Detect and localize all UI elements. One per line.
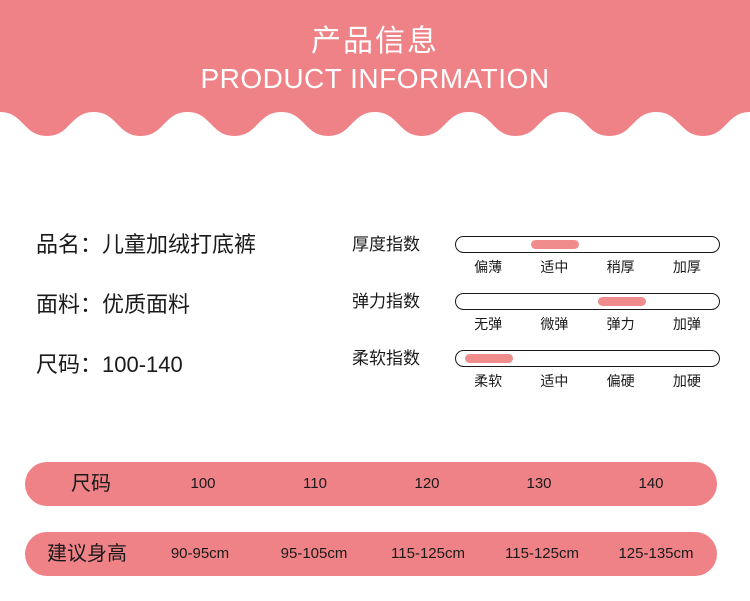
index-tick-softness-0: 柔软 [474, 373, 503, 389]
size-row-label: 尺码 [71, 473, 111, 495]
index-meter-softness: 柔软指数 柔软 适中 偏硬 加硬 [352, 348, 724, 405]
page-header: 产品信息 PRODUCT INFORMATION [0, 0, 750, 136]
height-value-2: 115-125cm [391, 545, 465, 562]
index-meter-group: 厚度指数 偏薄 适中 稍厚 加厚 弹力指数 无弹 微弹 弹力 加弹 柔软指数 柔… [352, 234, 724, 405]
height-row-pill: 建议身高 90-95cm 95-105cm 115-125cm 115-125c… [25, 532, 717, 576]
index-ticks-elasticity: 无弹 微弹 弹力 加弹 [455, 315, 720, 333]
index-tick-elasticity-3: 加弹 [672, 316, 701, 332]
index-tick-thickness-2: 稍厚 [606, 259, 635, 275]
index-track-elasticity[interactable] [455, 293, 720, 310]
index-tick-thickness-3: 加厚 [672, 259, 701, 275]
product-info-name: 品名：儿童加绒打底裤 [36, 232, 257, 257]
size-value-4: 140 [638, 475, 664, 492]
height-value-3: 115-125cm [505, 545, 579, 562]
index-tick-softness-3: 加硬 [672, 373, 701, 389]
size-value-1: 110 [303, 475, 327, 492]
height-row-label: 建议身高 [47, 543, 127, 565]
index-marker-thickness [531, 240, 580, 249]
page-title-en: PRODUCT INFORMATION [200, 63, 550, 94]
height-row-values: 90-95cm 95-105cm 115-125cm 115-125cm 125… [143, 532, 713, 576]
index-label-thickness: 厚度指数 [352, 235, 420, 254]
index-tick-thickness-0: 偏薄 [474, 259, 503, 275]
page-title-cn: 产品信息 [311, 25, 439, 58]
index-tick-thickness-1: 适中 [540, 259, 569, 275]
index-tick-elasticity-0: 无弹 [474, 316, 503, 332]
index-tick-elasticity-1: 微弹 [540, 316, 569, 332]
size-value-0: 100 [190, 475, 216, 492]
height-value-0: 90-95cm [170, 545, 230, 562]
size-value-3: 130 [526, 475, 552, 492]
height-value-4: 125-135cm [618, 545, 694, 562]
index-tick-elasticity-2: 弹力 [606, 316, 635, 332]
product-info-size: 尺码：100-140 [36, 352, 183, 377]
index-marker-softness [465, 354, 514, 363]
index-meter-thickness: 厚度指数 偏薄 适中 稍厚 加厚 [352, 234, 724, 291]
index-label-softness: 柔软指数 [352, 349, 420, 368]
index-ticks-softness: 柔软 适中 偏硬 加硬 [455, 372, 720, 390]
header-wave-decoration [0, 110, 750, 136]
header-title-group: 产品信息 PRODUCT INFORMATION [0, 0, 750, 96]
size-value-2: 120 [414, 475, 440, 492]
index-tick-softness-2: 偏硬 [606, 373, 635, 389]
index-meter-elasticity: 弹力指数 无弹 微弹 弹力 加弹 [352, 291, 724, 348]
index-label-elasticity: 弹力指数 [352, 292, 420, 311]
height-value-1: 95-105cm [280, 545, 348, 562]
index-track-thickness[interactable] [455, 236, 720, 253]
index-tick-softness-1: 适中 [540, 373, 569, 389]
product-info-fabric: 面料：优质面料 [36, 292, 191, 317]
index-marker-elasticity [597, 297, 646, 306]
product-info-list: 品名：儿童加绒打底裤 面料：优质面料 尺码：100-140 [36, 232, 346, 378]
header-background [0, 0, 750, 112]
index-ticks-thickness: 偏薄 适中 稍厚 加厚 [455, 258, 720, 276]
index-track-softness[interactable] [455, 350, 720, 367]
size-row-values: 100 110 120 130 140 [147, 462, 707, 506]
size-row-pill: 尺码 100 110 120 130 140 [25, 462, 717, 506]
